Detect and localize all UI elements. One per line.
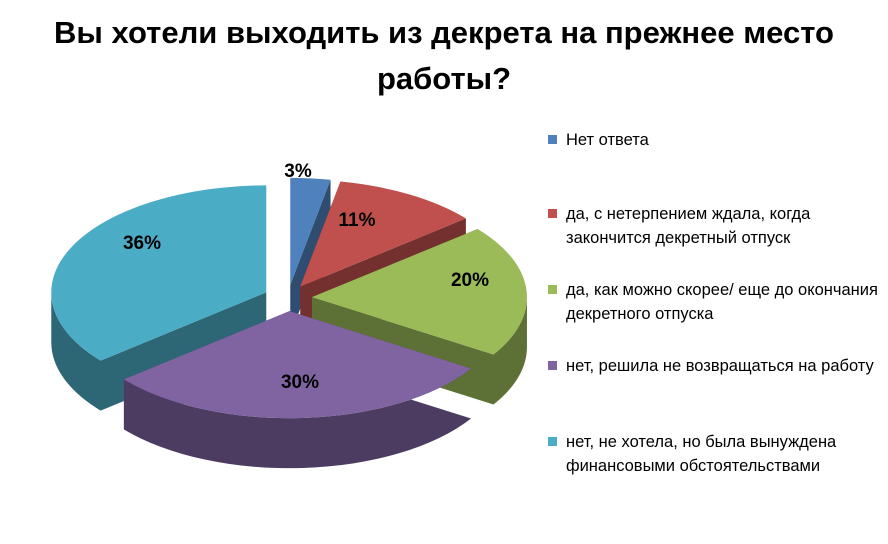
legend-swatch <box>548 437 557 446</box>
legend-label: нет, решила не возвращаться на работу <box>566 357 874 375</box>
legend-item: да, с нетерпением ждала, когда закончитс… <box>548 202 886 250</box>
data-label: 30% <box>281 372 319 393</box>
legend-label: да, как можно скорее/ еще до окончания д… <box>566 281 878 323</box>
pie-slice <box>51 185 267 361</box>
pie-slice <box>290 177 331 285</box>
legend-swatch <box>548 135 557 144</box>
data-label: 3% <box>284 161 312 182</box>
legend-label: да, с нетерпением ждала, когда закончитс… <box>566 205 811 247</box>
data-label: 20% <box>451 270 489 291</box>
legend-label: Нет ответа <box>566 131 649 149</box>
legend-swatch <box>548 285 557 294</box>
legend-item: Нет ответа <box>548 128 886 152</box>
data-label: 36% <box>123 233 161 254</box>
pie-slice <box>123 311 472 419</box>
legend-item: нет, не хотела, но была вынуждена финанс… <box>548 430 886 478</box>
pie-slice <box>311 228 527 355</box>
data-label: 11% <box>339 210 376 231</box>
legend-swatch <box>548 209 557 218</box>
chart-title: Вы хотели выходить из декрета на прежнее… <box>54 15 834 96</box>
pie-tops <box>51 177 527 419</box>
legend-swatch <box>548 361 557 370</box>
pie-slice <box>300 181 466 287</box>
legend-item: нет, решила не возвращаться на работу <box>548 354 886 378</box>
legend-item: да, как можно скорее/ еще до окончания д… <box>548 278 886 326</box>
legend-label: нет, не хотела, но была вынуждена финанс… <box>566 433 837 475</box>
